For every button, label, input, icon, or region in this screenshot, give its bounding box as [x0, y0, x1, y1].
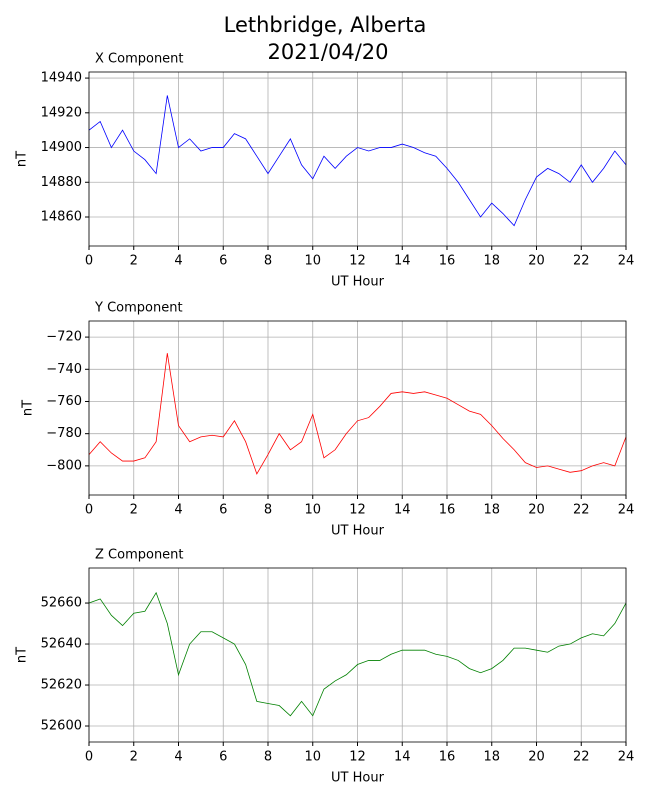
data-line — [88, 353, 627, 475]
x-tick-label: 0 — [85, 503, 93, 518]
x-tick-label: 24 — [618, 254, 635, 269]
data-line — [88, 95, 627, 227]
x-tick-label: 8 — [264, 750, 272, 765]
x-tick-label: 18 — [483, 750, 500, 765]
x-tick-label: 18 — [483, 254, 500, 269]
x-tick-label: 16 — [439, 503, 456, 518]
figure-subtitle: 2021/04/20 — [267, 40, 388, 64]
x-tick-label: 24 — [618, 503, 635, 518]
x-axis-label: UT Hour — [331, 524, 385, 539]
x-tick-label: 22 — [573, 750, 590, 765]
y-tick-label: 52600 — [41, 719, 82, 734]
x-tick-label: 18 — [483, 503, 500, 518]
y-tick-label: −800 — [46, 458, 82, 473]
x-tick-label: 8 — [264, 503, 272, 518]
x-tick-label: 10 — [304, 503, 321, 518]
x-tick-label: 10 — [304, 750, 321, 765]
y-tick-label: 14880 — [41, 175, 82, 190]
x-tick-label: 20 — [528, 503, 545, 518]
y-tick-label: 14900 — [41, 140, 82, 155]
x-tick-label: 6 — [219, 503, 227, 518]
axes-frame — [88, 567, 627, 743]
x-tick-label: 0 — [85, 254, 93, 269]
y-tick-label: −780 — [46, 426, 82, 441]
x-axis-label: UT Hour — [331, 275, 385, 290]
y-axis-label: nT — [15, 151, 30, 167]
x-tick-label: 4 — [174, 750, 182, 765]
x-tick-label: 12 — [349, 503, 366, 518]
x-tick-label: 2 — [130, 254, 138, 269]
panel-title: Y Component — [94, 301, 183, 316]
x-tick-label: 20 — [528, 254, 545, 269]
panel-title: Z Component — [95, 548, 184, 563]
y-tick-label: −720 — [46, 330, 82, 345]
x-tick-label: 12 — [349, 254, 366, 269]
x-tick-label: 0 — [85, 750, 93, 765]
axes-frame — [88, 71, 627, 247]
x-tick-label: 12 — [349, 750, 366, 765]
x-axis-label: UT Hour — [331, 771, 385, 786]
x-tick-label: 16 — [439, 254, 456, 269]
x-tick-label: 24 — [618, 750, 635, 765]
x-tick-label: 6 — [219, 750, 227, 765]
figure-title: Lethbridge, Alberta — [224, 13, 427, 37]
x-tick-label: 2 — [130, 750, 138, 765]
x-tick-label: 22 — [573, 503, 590, 518]
x-tick-label: 8 — [264, 254, 272, 269]
x-tick-label: 4 — [174, 254, 182, 269]
y-tick-label: 14860 — [41, 210, 82, 225]
x-tick-label: 14 — [394, 254, 411, 269]
panel-title: X Component — [95, 52, 184, 67]
x-tick-label: 14 — [394, 750, 411, 765]
x-tick-label: 2 — [130, 503, 138, 518]
y-axis-label: nT — [21, 400, 36, 416]
y-tick-label: −740 — [46, 362, 82, 377]
x-tick-label: 4 — [174, 503, 182, 518]
axes-frame — [88, 320, 627, 496]
y-axis-label: nT — [15, 647, 30, 663]
y-tick-label: 52640 — [41, 637, 82, 652]
x-tick-label: 20 — [528, 750, 545, 765]
y-tick-label: 52660 — [41, 596, 82, 611]
data-line — [88, 591, 627, 717]
y-tick-label: 14940 — [41, 71, 82, 86]
y-tick-label: 52620 — [41, 678, 82, 693]
x-tick-label: 16 — [439, 750, 456, 765]
x-tick-label: 22 — [573, 254, 590, 269]
x-tick-label: 10 — [304, 254, 321, 269]
x-tick-label: 14 — [394, 503, 411, 518]
y-tick-label: 14920 — [41, 105, 82, 120]
y-tick-label: −760 — [46, 394, 82, 409]
x-tick-label: 6 — [219, 254, 227, 269]
